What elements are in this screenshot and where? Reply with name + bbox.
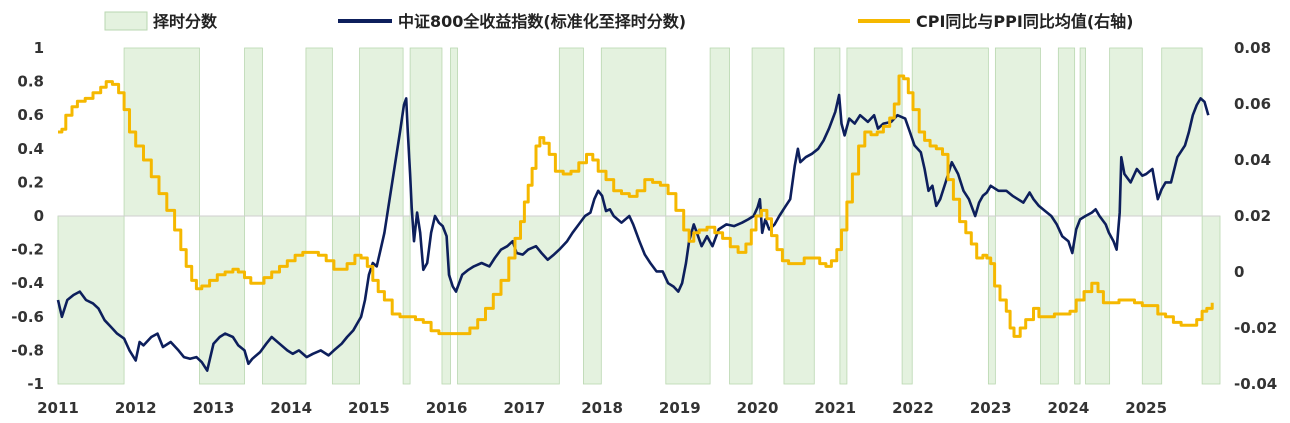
timing-band-4: [262, 215, 307, 385]
x-tick-label: 2018: [581, 399, 623, 417]
y-left-tick-label: 0.6: [17, 106, 44, 124]
series-layer: [56, 74, 1214, 372]
x-tick-label: 2021: [814, 399, 856, 417]
timing-band-17: [709, 47, 730, 217]
csi800-series-line: [56, 93, 1210, 372]
timing-band-19: [751, 47, 785, 217]
timing-band-24: [901, 215, 913, 385]
x-axis: 2011 2012 2013 2014 2015 2016 2017 2018 2019 2020…: [37, 399, 1167, 417]
timing-band-6: [331, 215, 360, 385]
timing-band-32: [1085, 215, 1111, 385]
legend-label-timing: 择时分数: [153, 12, 218, 31]
timing-band-36: [1201, 215, 1221, 385]
timing-band-35: [1161, 47, 1203, 217]
timing-band-5: [305, 47, 333, 217]
timing-band-28: [1040, 215, 1059, 385]
timing-band-34: [1141, 215, 1163, 385]
y-left-tick-label: -0.8: [11, 341, 44, 359]
y-left-tick-label: 0: [34, 207, 44, 225]
timing-band-7: [359, 47, 404, 217]
timing-band-20: [783, 215, 815, 385]
timing-band-31: [1079, 47, 1086, 217]
y-left-tick-label: 0.4: [17, 140, 44, 158]
timing-band-13: [558, 47, 584, 217]
legend-swatch-timing: [104, 11, 148, 31]
timing-band-12: [457, 215, 560, 385]
y-left-tick-label: 0.2: [17, 173, 44, 191]
timing-band-27: [994, 47, 1041, 217]
y-right-tick-label: 0: [1234, 263, 1244, 281]
x-tick-label: 2013: [193, 399, 235, 417]
y-axis-right: 0.08 0.06 0.04 0.02 0 -0.02 -0.04: [1234, 39, 1277, 393]
x-tick-label: 2011: [37, 399, 79, 417]
y-right-tick-label: -0.04: [1234, 375, 1277, 393]
legend-label-index: 中证800全收益指数(标准化至择时分数): [398, 12, 686, 31]
cpi-ppi-series-line: [58, 74, 1214, 338]
timing-band-18: [729, 215, 753, 385]
timing-band-3: [244, 47, 263, 217]
y-right-tick-label: 0.06: [1234, 95, 1271, 113]
timing-band-29: [1057, 47, 1076, 217]
legend: 择时分数 中证800全收益指数(标准化至择时分数) CPI同比与PPI同比均值(…: [104, 11, 1133, 31]
x-tick-label: 2015: [348, 399, 390, 417]
x-tick-label: 2020: [737, 399, 779, 417]
timing-band-33: [1109, 47, 1143, 217]
y-right-tick-label: 0.04: [1234, 151, 1271, 169]
y-axis-left: 1 0.8 0.6 0.4 0.2 0 -0.2 -0.4 -0.6 -0.8 -1: [11, 39, 44, 393]
timing-band-15: [600, 47, 667, 217]
x-tick-label: 2012: [115, 399, 157, 417]
timing-band-8: [402, 215, 411, 385]
x-tick-label: 2025: [1125, 399, 1167, 417]
y-left-tick-label: -0.6: [11, 308, 44, 326]
y-left-tick-label: 1: [34, 39, 44, 57]
timing-band-14: [583, 215, 602, 385]
x-tick-label: 2022: [892, 399, 934, 417]
x-tick-label: 2017: [503, 399, 545, 417]
x-tick-label: 2014: [270, 399, 312, 417]
timing-score-bands: [57, 47, 1221, 385]
timing-band-11: [450, 47, 458, 217]
y-right-tick-label: -0.02: [1234, 319, 1277, 337]
legend-label-cpi-ppi: CPI同比与PPI同比均值(右轴): [916, 12, 1133, 31]
x-tick-label: 2023: [970, 399, 1012, 417]
y-right-tick-label: 0.02: [1234, 207, 1271, 225]
timing-band-2: [199, 215, 245, 385]
y-left-tick-label: 0.8: [17, 73, 44, 91]
x-tick-label: 2024: [1048, 399, 1090, 417]
y-left-tick-label: -1: [27, 375, 44, 393]
x-tick-label: 2019: [659, 399, 701, 417]
y-left-tick-label: -0.2: [11, 241, 44, 259]
y-left-tick-label: -0.4: [11, 274, 44, 292]
timing-band-9: [409, 47, 443, 217]
timing-band-26: [987, 215, 996, 385]
y-right-tick-label: 0.08: [1234, 39, 1271, 57]
x-tick-label: 2016: [426, 399, 468, 417]
timing-band-23: [846, 47, 903, 217]
